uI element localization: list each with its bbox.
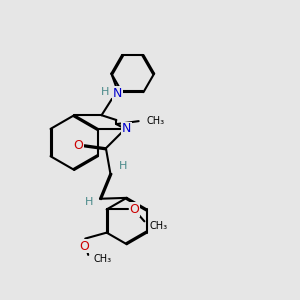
Text: H: H bbox=[85, 197, 93, 207]
Text: CH₃: CH₃ bbox=[94, 254, 112, 264]
Text: O: O bbox=[73, 139, 83, 152]
Text: CH₃: CH₃ bbox=[147, 116, 165, 126]
Text: O: O bbox=[130, 203, 140, 216]
Text: N: N bbox=[122, 122, 131, 135]
Text: O: O bbox=[79, 239, 89, 253]
Text: H: H bbox=[100, 87, 109, 97]
Text: H: H bbox=[119, 161, 127, 171]
Text: CH₃: CH₃ bbox=[149, 221, 168, 231]
Text: N: N bbox=[112, 87, 122, 100]
